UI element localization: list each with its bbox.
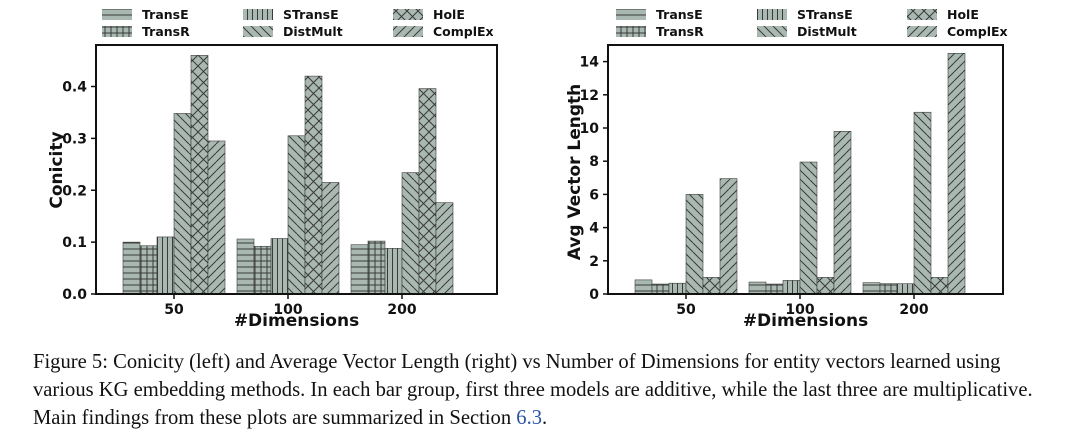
legend-label-stranse: STransE bbox=[797, 7, 853, 22]
bar-hatch-stranse-200 bbox=[385, 248, 402, 294]
bar-hatch-transr-50 bbox=[652, 284, 669, 294]
caption-text: Figure 5: Conicity (left) and Average Ve… bbox=[33, 351, 1033, 429]
bar-hatch-transr-200 bbox=[880, 283, 897, 294]
conicity-chart: TransE TransR STransE DistMult HolE ComplEx 0.… bbox=[47, 7, 498, 331]
legend-hatch-transr bbox=[616, 26, 646, 37]
legend-hatch-hole bbox=[907, 9, 937, 20]
legend-hatch-distmult bbox=[243, 26, 273, 37]
bar-hatch-distmult-50 bbox=[174, 113, 191, 294]
bar-hatch-stranse-100 bbox=[783, 280, 800, 294]
bar-hatch-distmult-100 bbox=[288, 135, 305, 294]
bar-hatch-complex-200 bbox=[436, 202, 453, 294]
bar-hatch-stranse-50 bbox=[669, 283, 686, 294]
bar-hatch-complex-200 bbox=[948, 53, 965, 294]
x-tick-label: 100 bbox=[273, 302, 302, 318]
bar-hatch-transr-100 bbox=[766, 284, 783, 294]
bar-hatch-hole-100 bbox=[817, 277, 834, 294]
legend-label-transe: TransE bbox=[656, 7, 703, 22]
bar-hatch-transe-100 bbox=[749, 282, 766, 294]
bar-hatch-transr-200 bbox=[368, 241, 385, 294]
bar-hatch-distmult-50 bbox=[686, 194, 703, 294]
legend-hatch-transr bbox=[102, 26, 132, 37]
bar-hatch-stranse-50 bbox=[157, 236, 174, 294]
y-tick-label: 8 bbox=[589, 154, 599, 170]
legend-label-transr: TransR bbox=[142, 24, 190, 39]
legend-label-complex: ComplEx bbox=[947, 24, 1008, 39]
bar-hatch-hole-200 bbox=[419, 88, 436, 294]
y-axis-label: Avg Vector Length bbox=[565, 84, 585, 261]
y-tick-label: 0.2 bbox=[62, 183, 87, 199]
legend-label-distmult: DistMult bbox=[283, 24, 343, 39]
bar-hatch-transe-50 bbox=[635, 279, 652, 294]
x-tick-label: 50 bbox=[164, 302, 184, 318]
bar-hatch-stranse-200 bbox=[897, 283, 914, 294]
plot-frame bbox=[95, 44, 498, 295]
x-axis-label: #Dimensions bbox=[234, 311, 359, 331]
bar-hatch-transe-200 bbox=[863, 282, 880, 294]
bar-hatch-distmult-200 bbox=[914, 112, 931, 294]
y-axis-label: Conicity bbox=[47, 131, 67, 208]
x-tick-label: 200 bbox=[899, 302, 928, 318]
legend-label-distmult: DistMult bbox=[797, 24, 857, 39]
section-ref-link[interactable]: 6.3 bbox=[516, 407, 543, 429]
y-tick-label: 6 bbox=[589, 187, 599, 203]
y-tick-label: 0 bbox=[589, 287, 599, 303]
y-tick-label: 0.3 bbox=[62, 131, 87, 147]
bar-hatch-distmult-100 bbox=[800, 162, 817, 294]
bar-hatch-hole-200 bbox=[931, 277, 948, 294]
legend-label-hole: HolE bbox=[947, 7, 979, 22]
y-tick-label: 0.1 bbox=[62, 235, 87, 251]
legend-hatch-stranse bbox=[757, 9, 787, 20]
bar-hatch-hole-50 bbox=[703, 277, 720, 294]
bar-hatch-transr-50 bbox=[140, 245, 157, 294]
caption-end: . bbox=[542, 407, 548, 429]
legend-hatch-hole bbox=[393, 9, 423, 20]
legend-label-complex: ComplEx bbox=[433, 24, 494, 39]
y-tick-label: 0.4 bbox=[62, 80, 87, 96]
y-tick-label: 14 bbox=[580, 55, 600, 71]
x-axis-label: #Dimensions bbox=[743, 311, 868, 331]
legend-hatch-transe bbox=[102, 9, 132, 20]
bar-hatch-hole-100 bbox=[305, 76, 322, 294]
y-tick-label: 10 bbox=[580, 121, 600, 137]
y-tick-label: 2 bbox=[589, 254, 599, 270]
x-tick-label: 50 bbox=[676, 302, 696, 318]
x-tick-label: 200 bbox=[387, 302, 416, 318]
legend-hatch-transe bbox=[616, 9, 646, 20]
legend-hatch-complex bbox=[393, 26, 423, 37]
legend-hatch-complex bbox=[907, 26, 937, 37]
x-tick-label: 100 bbox=[785, 302, 814, 318]
avg-vector-length-chart: TransE TransR STransE DistMult HolE ComplEx 0 2… bbox=[565, 7, 1008, 331]
plot-frame bbox=[607, 44, 1004, 295]
bar-hatch-transe-200 bbox=[351, 244, 368, 294]
legend-label-transe: TransE bbox=[142, 7, 189, 22]
legend-label-hole: HolE bbox=[433, 7, 465, 22]
legend-hatch-distmult bbox=[757, 26, 787, 37]
bar-hatch-complex-100 bbox=[322, 182, 339, 294]
bar-hatch-stranse-100 bbox=[271, 238, 288, 294]
bar-hatch-hole-50 bbox=[191, 55, 208, 294]
legend-label-stranse: STransE bbox=[283, 7, 339, 22]
figure: TransE TransR STransE DistMult HolE ComplEx 0.… bbox=[47, 7, 1008, 331]
legend-hatch-stranse bbox=[243, 9, 273, 20]
figure-caption: Figure 5: Conicity (left) and Average Ve… bbox=[33, 348, 1063, 432]
y-tick-label: 12 bbox=[580, 88, 599, 104]
bar-hatch-complex-50 bbox=[208, 140, 225, 294]
y-tick-label: 4 bbox=[589, 221, 599, 237]
bar-hatch-complex-50 bbox=[720, 178, 737, 294]
bar-hatch-complex-100 bbox=[834, 131, 851, 294]
bar-hatch-transe-50 bbox=[123, 242, 140, 294]
bar-hatch-distmult-200 bbox=[402, 172, 419, 294]
bar-hatch-transr-100 bbox=[254, 246, 271, 294]
legend-label-transr: TransR bbox=[656, 24, 704, 39]
bar-hatch-transe-100 bbox=[237, 239, 254, 294]
y-tick-label: 0.0 bbox=[62, 287, 87, 303]
